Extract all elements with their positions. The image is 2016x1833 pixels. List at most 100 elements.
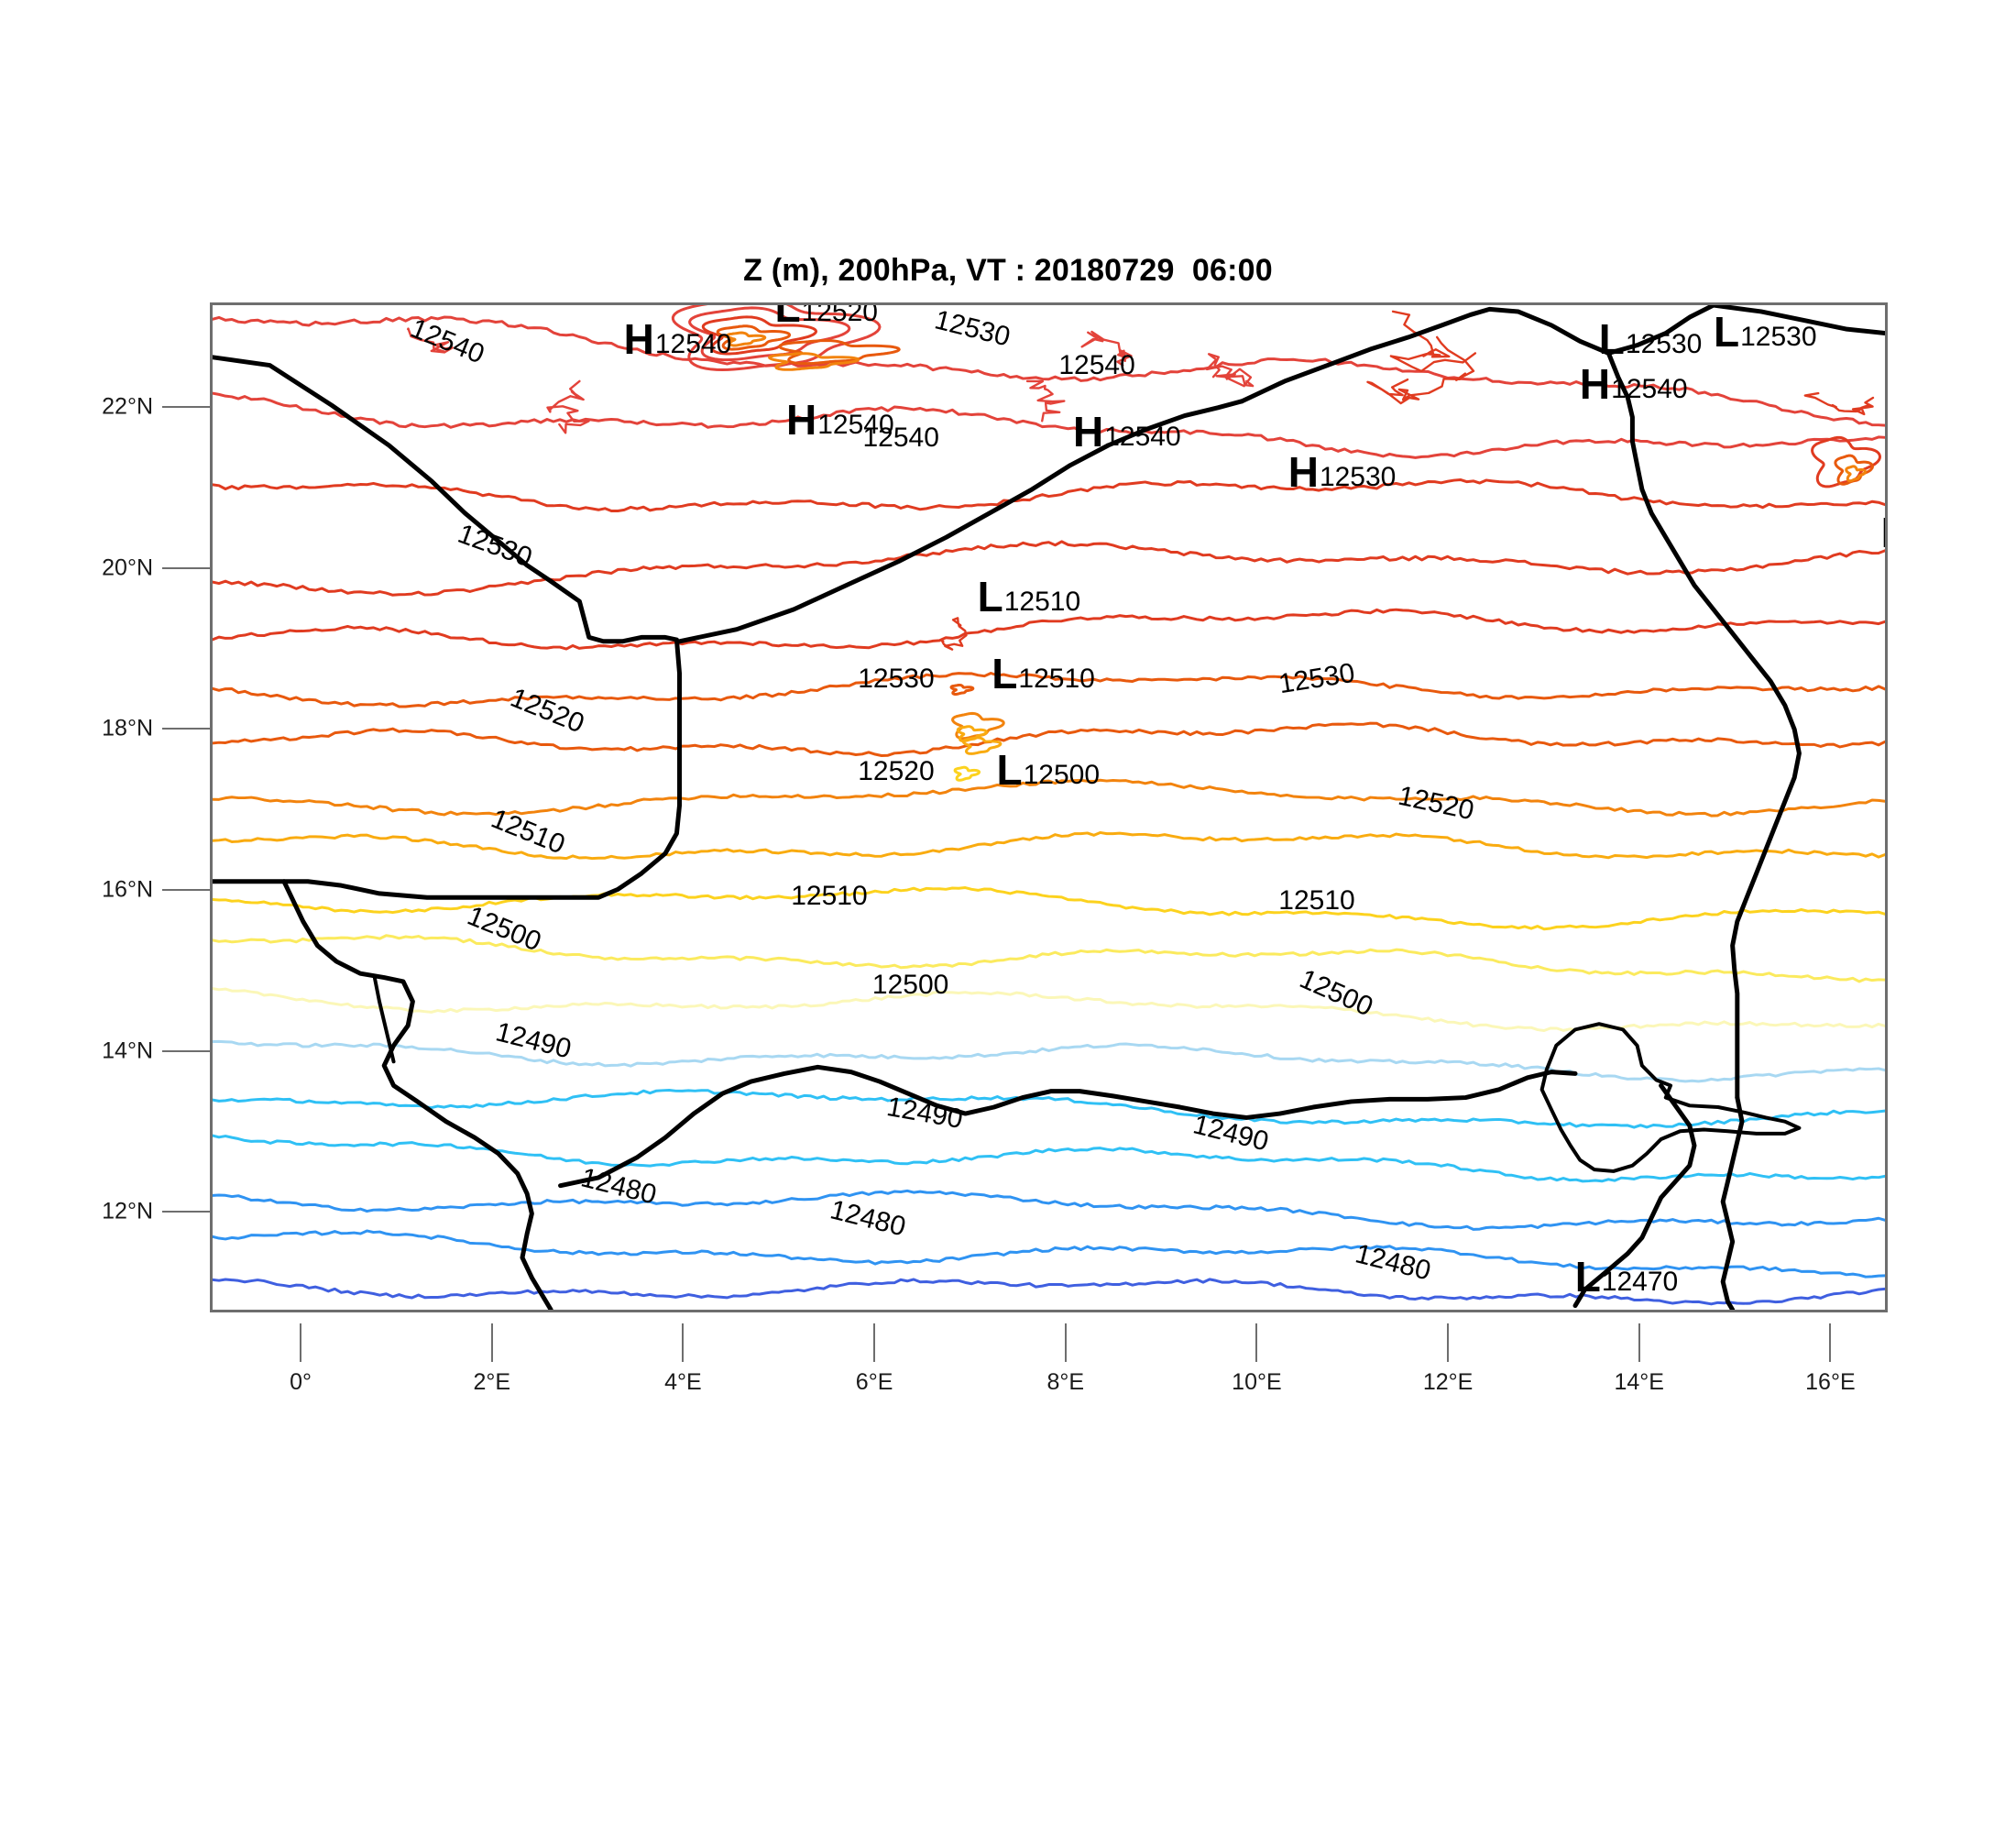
closed-contour-c-3 <box>961 736 1003 755</box>
boundary-libya-chad <box>1605 350 1802 1101</box>
closed-contour-nw-3 <box>701 315 818 356</box>
low-center-marker: L 12520 <box>774 302 878 328</box>
extremum-value: 12530 <box>1319 462 1397 493</box>
y-tick-mark <box>162 889 210 891</box>
y-tick-mark <box>162 406 210 409</box>
contour-filigree-c-1 <box>940 617 968 651</box>
boundary-niger-algeria <box>677 399 1244 644</box>
low-symbol: L <box>1881 511 1885 554</box>
x-tick-mark <box>1638 1323 1640 1362</box>
boundary-niger-nigeria <box>558 1064 1578 1189</box>
closed-contour-ne-3 <box>1845 465 1867 483</box>
closed-contour-nw-7 <box>768 352 860 371</box>
contour-line-12515-8 <box>213 830 1885 861</box>
y-tick-label: 14°N <box>102 1037 153 1064</box>
extremum-value: 12540 <box>817 410 894 441</box>
closed-contour-nw-2 <box>688 306 851 362</box>
contour-label: 12510 <box>791 881 868 912</box>
high-center-marker: H 12540 <box>624 318 732 360</box>
contour-line-12480-15 <box>213 1189 1885 1231</box>
y-tick-label: 22°N <box>102 393 153 420</box>
y-tick-mark <box>162 728 210 730</box>
closed-contour-c-4 <box>953 765 981 782</box>
y-tick-mark <box>162 1211 210 1213</box>
boundary-ne-corner <box>1711 305 1885 336</box>
extremum-value: 12540 <box>1104 422 1181 453</box>
contour-line-12500-11 <box>213 987 1885 1032</box>
contour-line-12495-12 <box>213 1039 1885 1083</box>
extremum-value: 12540 <box>1611 373 1688 404</box>
x-tick-mark <box>1447 1323 1450 1362</box>
y-tick-label: 16°N <box>102 876 153 903</box>
extremum-value: 12510 <box>1018 663 1095 694</box>
contour-filigree-n-2 <box>1080 330 1133 367</box>
x-tick-mark <box>490 1323 493 1362</box>
low-symbol: L <box>996 746 1023 795</box>
contour-line-12540-0 <box>213 315 1885 427</box>
x-tick-label: 6°E <box>855 1369 893 1395</box>
contour-line-12525-6 <box>213 721 1885 758</box>
contour-filigree-n-1 <box>1205 353 1255 388</box>
closed-contour-c-5 <box>949 683 975 696</box>
x-tick-label: 14°E <box>1614 1369 1664 1395</box>
low-symbol: L <box>1713 307 1740 356</box>
low-symbol: L <box>977 573 1003 621</box>
high-symbol: H <box>785 396 817 445</box>
high-symbol: H <box>1287 448 1319 497</box>
low-center-marker: L 12470 <box>1575 1256 1679 1298</box>
x-tick-label: 0° <box>290 1369 312 1395</box>
low-center-marker: L 12500 <box>997 749 1101 791</box>
map-plot-area: H 12540 L 12520 H 12540 H 12540 H 12530 L 12530 L 125… <box>210 302 1888 1312</box>
low-symbol: L <box>1574 1253 1601 1301</box>
contour-line-12470-17 <box>213 1278 1885 1306</box>
boundary-west-sliver <box>372 975 396 1064</box>
contour-label: 12520 <box>858 756 935 787</box>
closed-contour-nw-6 <box>778 338 901 366</box>
extremum-value: 12530 <box>1740 321 1817 352</box>
contour-filigree-ne-3 <box>1803 391 1875 416</box>
contour-line-12490-14 <box>213 1134 1885 1183</box>
extremum-value: 12500 <box>1023 760 1101 791</box>
x-tick-label: 4°E <box>664 1369 702 1395</box>
extremum-value: 12530 <box>1625 329 1703 360</box>
x-tick-mark <box>1255 1323 1258 1362</box>
closed-contour-nw-5 <box>725 331 767 347</box>
contour-line-12530-3 <box>213 540 1885 597</box>
boundary-nigeria-cameroon <box>1572 1082 1697 1309</box>
low-center-marker: L 12510 <box>992 653 1095 695</box>
low-center-marker: L 12510 <box>978 576 1081 618</box>
contour-filigree-ne-2 <box>1389 310 1477 373</box>
page-title: Z (m), 200hPa, VT : 20180729 06:00 <box>743 253 1273 288</box>
high-symbol: H <box>1072 408 1104 456</box>
x-tick-mark <box>300 1323 302 1362</box>
x-tick-mark <box>1064 1323 1067 1362</box>
contour-label: 12530 <box>858 664 935 695</box>
low-center-marker: L 12530 <box>1714 311 1817 353</box>
x-tick-mark <box>682 1323 685 1362</box>
extremum-value: 12510 <box>1003 587 1081 618</box>
boundary-burkina-benin <box>281 879 553 1310</box>
high-symbol: H <box>623 315 654 364</box>
contour-label: 12540 <box>862 422 939 453</box>
contour-line-12490-13 <box>213 1089 1885 1129</box>
high-center-marker: H 12530 <box>1288 451 1397 493</box>
boundary-niger-libya <box>1239 305 1716 404</box>
y-tick-mark <box>162 566 210 569</box>
contour-filigree-nw-1 <box>407 327 454 354</box>
contour-line-12530-2 <box>213 477 1885 512</box>
y-tick-label: 12°N <box>102 1198 153 1224</box>
contour-label: 12500 <box>871 969 949 1000</box>
contour-label: 12510 <box>1278 884 1355 916</box>
y-tick-label: 18°N <box>102 715 153 741</box>
low-center-marker: L <box>1881 511 1885 554</box>
contour-filigree-nw-2 <box>546 379 590 434</box>
boundary-mali-algeria <box>213 355 683 900</box>
x-tick-label: 8°E <box>1046 1369 1085 1395</box>
extremum-value: 12540 <box>654 329 732 360</box>
contour-line-12540-1 <box>213 391 1885 459</box>
contour-map-svg <box>213 305 1885 1310</box>
y-tick-mark <box>162 1049 210 1052</box>
extremum-value: 12470 <box>1601 1267 1679 1298</box>
extremum-value: 12520 <box>801 302 878 328</box>
